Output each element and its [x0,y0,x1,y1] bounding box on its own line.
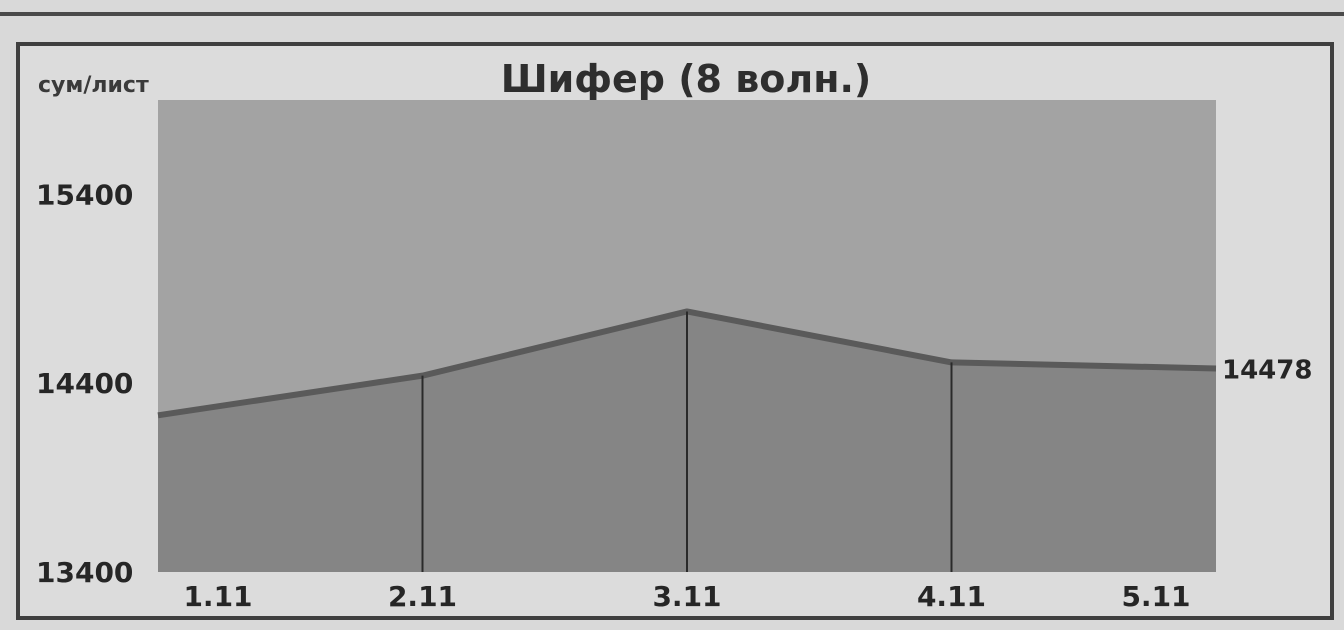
x-tick-label-2.11: 2.11 [388,580,457,613]
data-label-5.11: 14478 [1222,355,1312,385]
y-tick-label-15400: 15400 [36,178,133,211]
x-tick-label-3.11: 3.11 [652,580,721,613]
x-tick-label-4.11: 4.11 [917,580,986,613]
plot-area [157,100,1217,572]
x-tick-label-5.11: 5.11 [1121,580,1190,613]
y-axis-unit-label: сум/лист [38,73,149,98]
y-tick-label-13400: 13400 [36,556,133,589]
y-tick-label-14400: 14400 [36,367,133,400]
top-rule [0,12,1344,16]
chart-title: Шифер (8 волн.) [501,57,872,101]
x-tick-label-1.11: 1.11 [183,580,252,613]
axis-labels: 13400 14400 15400 1.11 2.11 3.11 4.11 5.11 14478 [36,178,1312,613]
